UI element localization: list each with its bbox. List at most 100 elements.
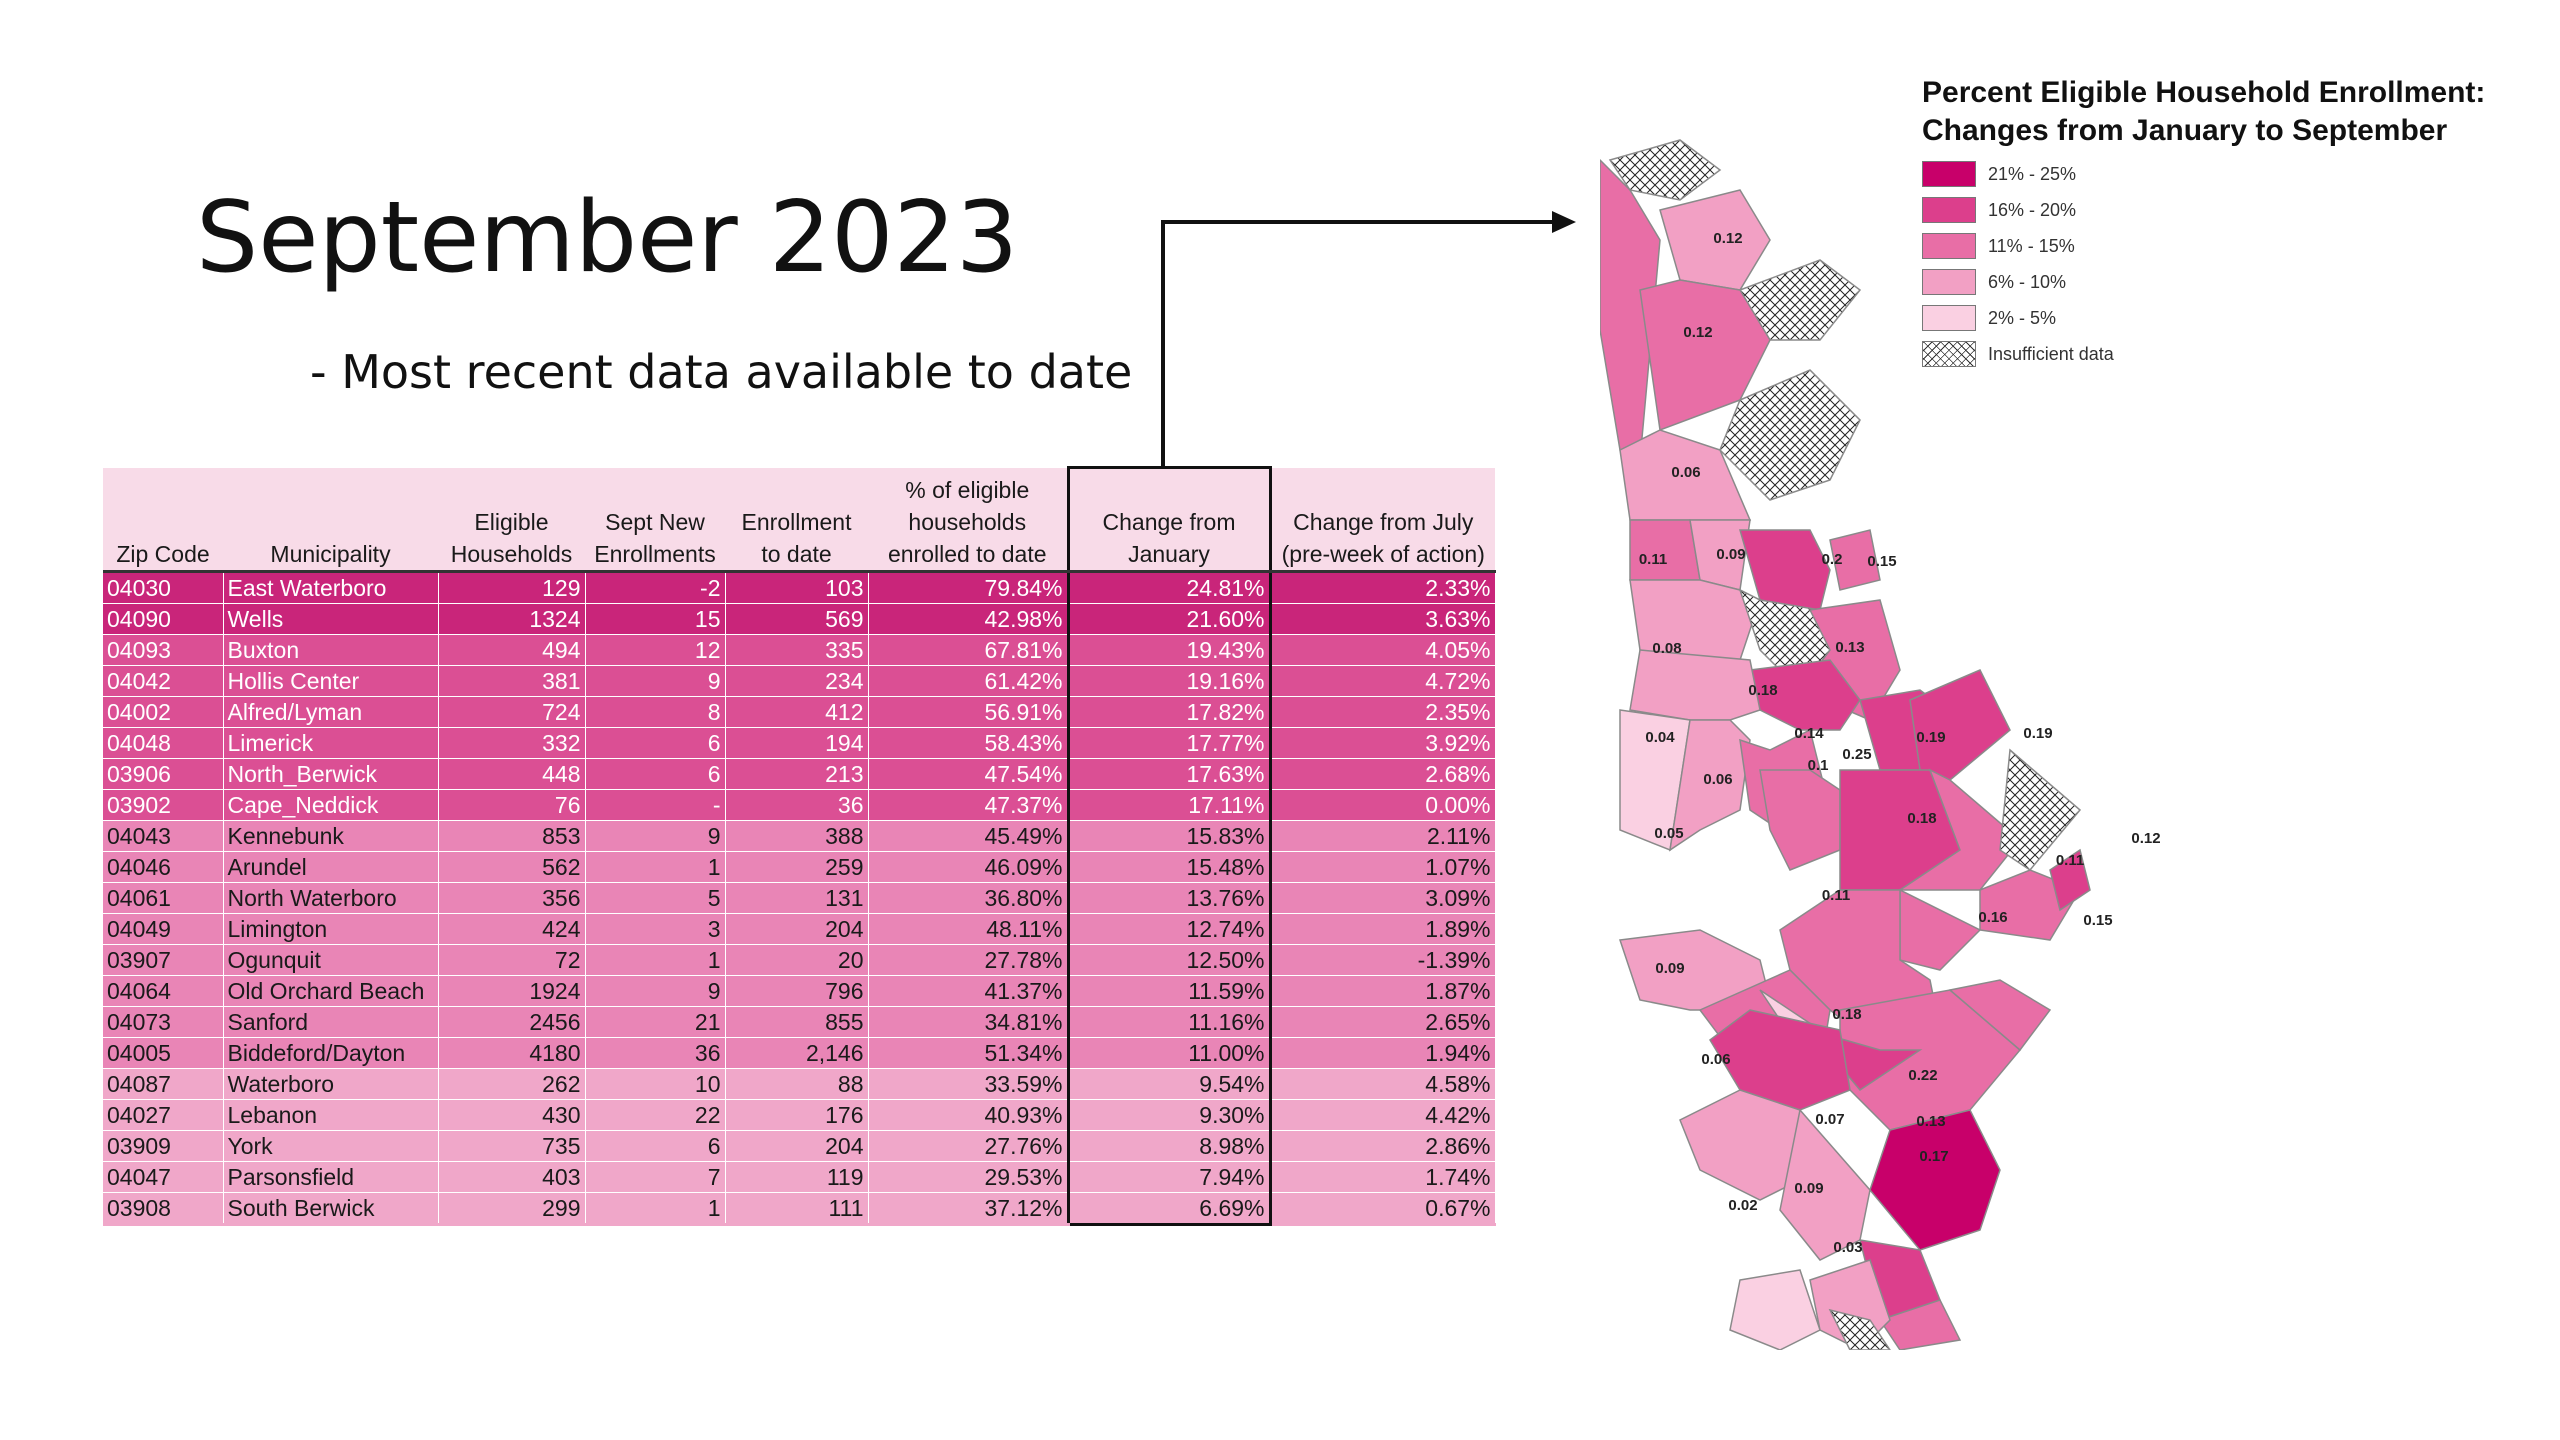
cell-enrollment: 119 <box>725 1161 869 1193</box>
map-region-label: 0.13 <box>1916 1113 1945 1130</box>
cell-zip: 03907 <box>103 944 224 976</box>
legend-swatch <box>1922 269 1976 295</box>
cell-change-jan: 19.16% <box>1066 665 1272 697</box>
cell-municipality: Waterboro <box>223 1068 439 1100</box>
cell-municipality: Wells <box>223 603 439 635</box>
cell-eligible: 72 <box>438 944 586 976</box>
cell-enrollment: 259 <box>725 851 869 883</box>
table-row: 04030 East Waterboro 129 -2 103 79.84% 24.81% 2… <box>103 571 1496 604</box>
cell-eligible: 299 <box>438 1192 586 1226</box>
cell-zip: 04027 <box>103 1099 224 1131</box>
cell-eligible: 724 <box>438 696 586 728</box>
map-region-label: 0.09 <box>1794 1180 1823 1197</box>
cell-change-july: 4.72% <box>1270 665 1496 697</box>
enrollment-table: Zip Code Municipality Eligible Household… <box>103 466 1496 1226</box>
cell-zip: 04046 <box>103 851 224 883</box>
map-region <box>1779 1108 1871 1261</box>
header-sept-new: Sept New Enrollments <box>585 467 725 573</box>
cell-eligible: 494 <box>438 634 586 666</box>
table-row: 04049 Limington 424 3 204 48.11% 12.74% 1.89% <box>103 913 1496 945</box>
map-region <box>1828 1308 1891 1350</box>
cell-enrollment: 335 <box>725 634 869 666</box>
cell-change-july: 3.63% <box>1270 603 1496 635</box>
map-region-label: 0.07 <box>1815 1111 1844 1128</box>
map-region <box>1729 1269 1821 1350</box>
map-region-label: 0.14 <box>1794 725 1824 742</box>
cell-eligible: 1924 <box>438 975 586 1007</box>
slide-title: September 2023 <box>196 181 1019 295</box>
cell-sept-new: 12 <box>585 634 726 666</box>
cell-enrollment: 176 <box>725 1099 869 1131</box>
map-region-label: 0.25 <box>1842 746 1871 763</box>
cell-pct: 29.53% <box>868 1161 1069 1193</box>
legend-swatch <box>1922 197 1976 223</box>
table-row: 04061 North Waterboro 356 5 131 36.80% 13.76% 3… <box>103 882 1496 914</box>
map-region-label: 0.09 <box>1716 546 1745 563</box>
cell-eligible: 430 <box>438 1099 586 1131</box>
cell-pct: 79.84% <box>868 571 1069 604</box>
cell-enrollment: 103 <box>725 571 869 604</box>
map-region <box>1629 519 1701 581</box>
table-row: 03908 South Berwick 299 1 111 37.12% 6.69% 0.67… <box>103 1192 1496 1226</box>
cell-zip: 04002 <box>103 696 224 728</box>
cell-change-jan: 12.74% <box>1066 913 1272 945</box>
cell-change-july: 0.00% <box>1270 789 1496 821</box>
cell-change-july: 1.74% <box>1270 1161 1496 1193</box>
map-region-label: 0.12 <box>2131 830 2160 847</box>
cell-municipality: Cape_Neddick <box>223 789 439 821</box>
cell-pct: 56.91% <box>868 696 1069 728</box>
map-region-label: 0.04 <box>1645 729 1675 746</box>
cell-change-jan: 7.94% <box>1066 1161 1272 1193</box>
cell-change-july: 2.11% <box>1270 820 1496 852</box>
map-region-label: 0.16 <box>1978 909 2007 926</box>
map-region-label: 0.12 <box>1713 230 1742 247</box>
cell-change-jan: 11.59% <box>1066 975 1272 1007</box>
cell-change-jan: 19.43% <box>1066 634 1272 666</box>
legend-item: Insufficient data <box>1922 336 2485 372</box>
map-region-label: 0.2 <box>1822 551 1843 568</box>
cell-eligible: 448 <box>438 758 586 790</box>
table-row: 04047 Parsonsfield 403 7 119 29.53% 7.94% 1.74% <box>103 1161 1496 1193</box>
county-map: 0.12 0.12 0.06 0.11 0.09 0.2 0.15 0.08 0.13 0.18 0… <box>1600 139 2161 1350</box>
cell-pct: 51.34% <box>868 1037 1069 1069</box>
cell-pct: 48.11% <box>868 913 1069 945</box>
cell-change-jan: 24.81% <box>1066 571 1272 604</box>
cell-pct: 46.09% <box>868 851 1069 883</box>
map-region <box>1899 888 1982 971</box>
cell-enrollment: 234 <box>725 665 869 697</box>
cell-change-july: 2.35% <box>1270 696 1496 728</box>
map-region <box>1668 719 1751 852</box>
cell-pct: 27.76% <box>868 1130 1069 1162</box>
map-region-label: 0.17 <box>1919 1148 1948 1165</box>
table-row: 04002 Alfred/Lyman 724 8 412 56.91% 17.82% 2.35… <box>103 696 1496 728</box>
cell-zip: 04049 <box>103 913 224 945</box>
cell-change-july: 0.67% <box>1270 1192 1496 1226</box>
map-region <box>1659 189 1771 291</box>
cell-pct: 36.80% <box>868 882 1069 914</box>
map-region-label: 0.03 <box>1833 1239 1862 1256</box>
map-region-label: 0.19 <box>1916 729 1945 746</box>
cell-enrollment: 2,146 <box>725 1037 869 1069</box>
cell-pct: 67.81% <box>868 634 1069 666</box>
legend-swatch <box>1922 305 1976 331</box>
cell-enrollment: 36 <box>725 789 869 821</box>
cell-change-jan: 9.30% <box>1066 1099 1272 1131</box>
cell-eligible: 403 <box>438 1161 586 1193</box>
cell-pct: 58.43% <box>868 727 1069 759</box>
cell-enrollment: 131 <box>725 882 869 914</box>
cell-change-jan: 6.69% <box>1066 1192 1272 1226</box>
legend-item: 2% - 5% <box>1922 300 2485 336</box>
cell-change-jan: 17.77% <box>1066 727 1272 759</box>
cell-sept-new: 7 <box>585 1161 726 1193</box>
cell-enrollment: 412 <box>725 696 869 728</box>
cell-change-jan: 15.48% <box>1066 851 1272 883</box>
cell-eligible: 1324 <box>438 603 586 635</box>
cell-enrollment: 194 <box>725 727 869 759</box>
cell-enrollment: 88 <box>725 1068 869 1100</box>
cell-change-jan: 17.11% <box>1066 789 1272 821</box>
map-region-label: 0.19 <box>2023 725 2052 742</box>
cell-sept-new: 1 <box>585 1192 726 1226</box>
map-region-label: 0.11 <box>2056 852 2084 869</box>
map-region-label: 0.13 <box>1835 639 1864 656</box>
cell-sept-new: 36 <box>585 1037 726 1069</box>
